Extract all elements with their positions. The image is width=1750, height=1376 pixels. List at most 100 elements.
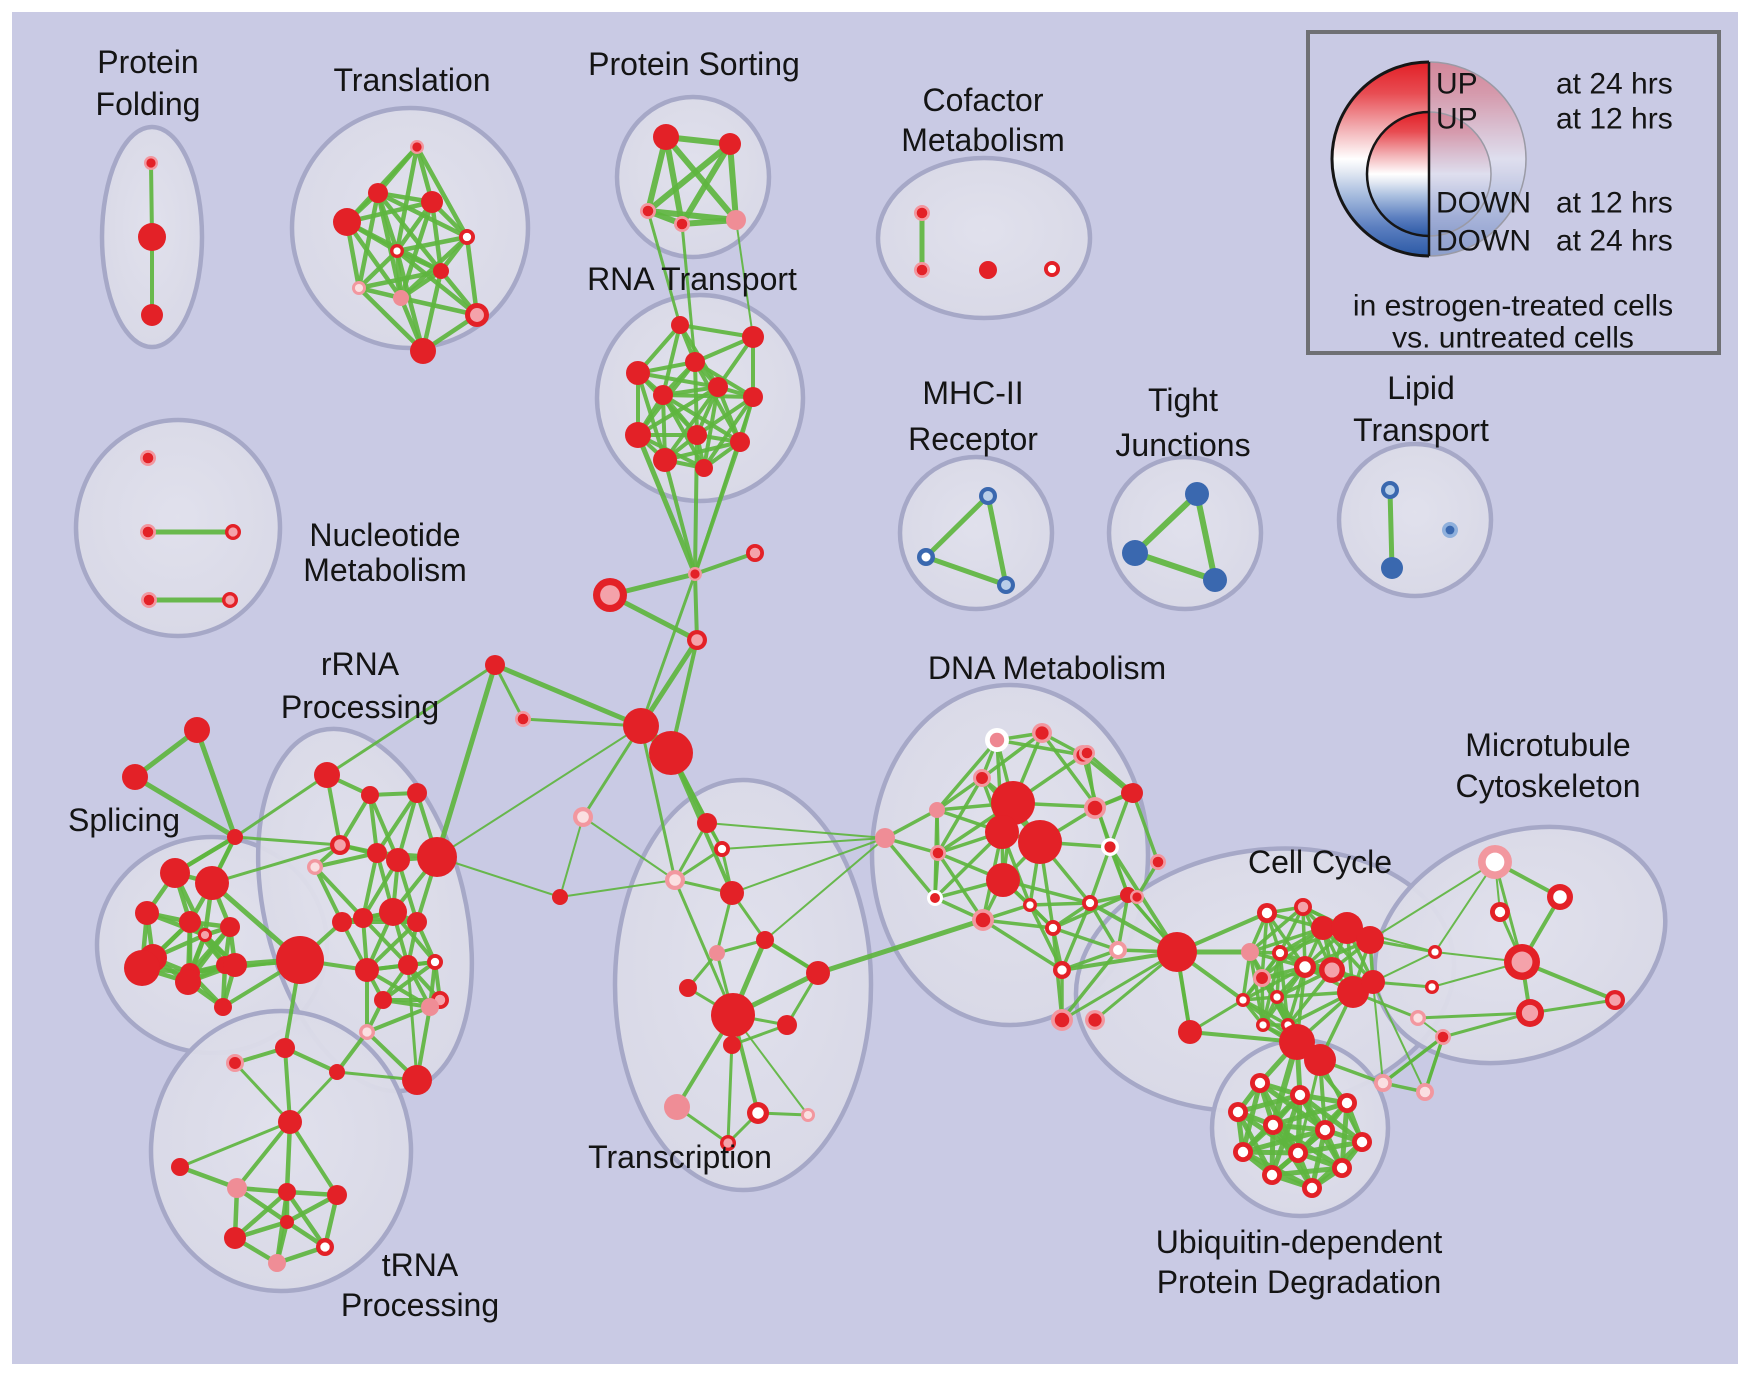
network-edge (673, 878, 735, 1017)
network-node-core (1054, 1012, 1070, 1028)
network-edge (646, 209, 682, 327)
network-node-core (1431, 948, 1439, 956)
network-edge (639, 572, 697, 728)
network-edge (414, 144, 470, 240)
network-node (1241, 943, 1259, 961)
network-node (275, 1038, 295, 1058)
network-node (332, 912, 352, 932)
network-node-core (1113, 945, 1123, 955)
network-node-core (1419, 1086, 1431, 1098)
network-node-core (930, 893, 940, 903)
network-edge (639, 724, 677, 882)
network-edge (1235, 1092, 1303, 1115)
network-edge (1295, 1139, 1365, 1156)
network-node (224, 1227, 246, 1249)
network-edge (680, 222, 697, 364)
network-edge (420, 268, 444, 354)
network-node (756, 931, 774, 949)
network-edge (375, 791, 419, 855)
network-node (353, 908, 373, 928)
network-edge (1423, 1035, 1445, 1094)
network-node (685, 352, 705, 372)
network-edge (663, 134, 685, 227)
network-edge (233, 773, 329, 839)
cluster-ellipse-mhc-ii-receptor (897, 454, 1055, 612)
network-edge (436, 725, 642, 858)
network-node-core (600, 585, 620, 605)
network-node (711, 993, 755, 1037)
network-node (361, 786, 379, 804)
network-node (653, 448, 677, 472)
network-edge (663, 134, 739, 223)
network-node (679, 979, 697, 997)
network-edge (661, 393, 755, 399)
network-node (720, 881, 744, 905)
network-edge (663, 385, 720, 462)
network-edge (995, 738, 1085, 757)
network-node (653, 385, 673, 405)
network-node-core (1047, 264, 1057, 274)
cluster-label-trna-processing: Processing (341, 1287, 499, 1323)
network-node (268, 1254, 286, 1272)
network-node (1178, 1020, 1202, 1044)
network-node (986, 863, 1020, 897)
network-edge (288, 1120, 339, 1197)
network-node (1337, 976, 1369, 1008)
cluster-label-tight-junctions: Tight (1148, 382, 1218, 418)
network-node-core (1237, 1146, 1249, 1158)
network-node (379, 898, 407, 926)
network-edge (1051, 893, 1130, 930)
network-edge (356, 285, 426, 354)
network-edge (645, 141, 733, 214)
network-node (179, 911, 201, 933)
network-edge (663, 440, 742, 462)
network-edge (1416, 1011, 1532, 1020)
network-node (402, 1065, 432, 1095)
node-layer (122, 124, 1625, 1272)
network-edge (582, 816, 676, 881)
network-node-core (1026, 901, 1034, 909)
network-edge (883, 836, 937, 900)
cluster-label-cell-cycle: Cell Cycle (1248, 844, 1392, 880)
network-node-core (1521, 1004, 1539, 1022)
network-node (1361, 970, 1385, 994)
network-node (227, 1178, 247, 1198)
network-node-core (691, 634, 703, 646)
network-node (367, 843, 387, 863)
network-edge (1108, 791, 1132, 849)
network-node-core (983, 491, 993, 501)
cluster-label-transcription: Transcription (588, 1139, 772, 1175)
network-node-core (752, 1107, 764, 1119)
cluster-label-ubiquitin-degradation: Protein Degradation (1157, 1264, 1442, 1300)
network-node-core (1341, 1097, 1353, 1109)
label-layer: Protein Folding Translation Protein Sorting… (68, 44, 1641, 1323)
network-node-core (430, 957, 440, 967)
cluster-label-tight-junctions: Junctions (1115, 427, 1250, 463)
network-node (1157, 932, 1197, 972)
network-edge (980, 731, 1044, 780)
network-node-core (1553, 890, 1567, 904)
network-node-core (470, 308, 484, 322)
network-node (552, 889, 568, 905)
network-node-core (723, 1138, 733, 1148)
network-edge (361, 851, 379, 920)
network-node-core (749, 547, 761, 559)
cluster-ellipse-translation (289, 105, 531, 351)
network-node-core (1259, 1021, 1267, 1029)
network-node (433, 263, 449, 279)
network-node-core (989, 732, 1005, 748)
network-node-core (1132, 892, 1142, 902)
network-node-core (310, 862, 320, 872)
network-node (625, 422, 651, 448)
network-node-core (803, 1110, 813, 1120)
cluster-ellipse-trna-processing (148, 1008, 414, 1294)
network-node (421, 998, 439, 1016)
network-node-core (1275, 948, 1285, 958)
network-node (697, 813, 717, 833)
legend-outline-outer-left (1330, 60, 1430, 258)
network-node (1203, 568, 1227, 592)
network-node (220, 917, 240, 937)
network-edge (234, 1185, 290, 1225)
cluster-label-protein-folding: Protein (97, 44, 198, 80)
cluster-label-rrna-processing: rRNA (321, 646, 400, 682)
